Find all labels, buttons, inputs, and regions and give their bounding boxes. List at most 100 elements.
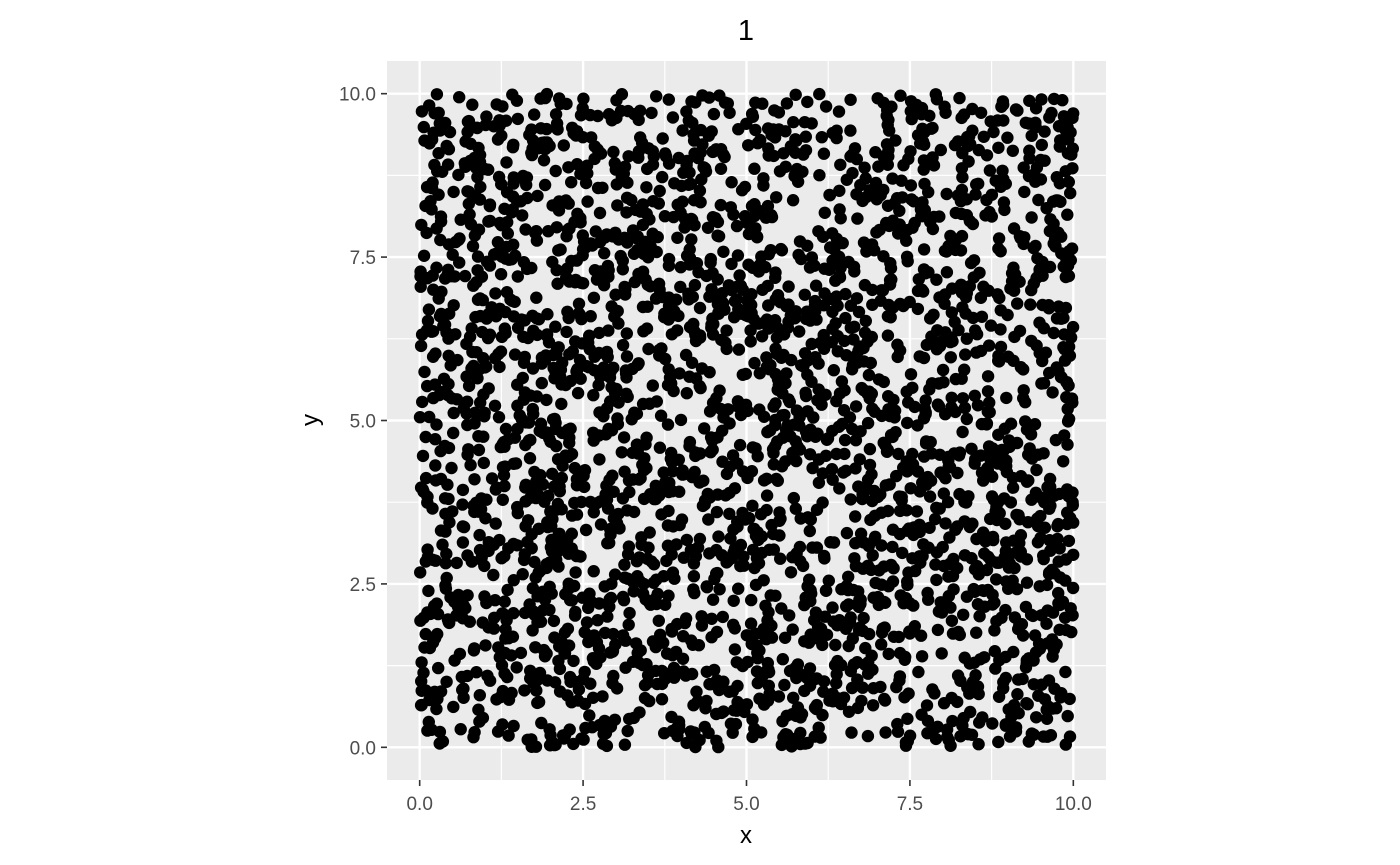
scatter-point [1000, 465, 1014, 479]
scatter-point [796, 559, 810, 573]
scatter-point [901, 578, 914, 592]
scatter-point [954, 195, 968, 208]
scatter-point [525, 670, 538, 683]
scatter-point [526, 309, 539, 322]
scatter-point [531, 590, 544, 603]
scatter-point [1020, 576, 1034, 589]
scatter-point [825, 292, 838, 306]
scatter-point [495, 129, 508, 142]
scatter-point [528, 555, 541, 569]
scatter-point [751, 652, 764, 665]
scatter-point [570, 479, 584, 492]
scatter-point [572, 297, 586, 310]
scatter-point [482, 382, 495, 395]
scatter-point [731, 249, 745, 262]
scatter-point [826, 424, 839, 438]
scatter-point [1067, 107, 1080, 120]
scatter-point [746, 499, 759, 512]
scatter-point [636, 397, 650, 411]
scatter-point [878, 694, 892, 707]
scatter-point [638, 452, 651, 465]
scatter-point [893, 504, 907, 518]
scatter-point [1052, 586, 1065, 600]
scatter-point [598, 247, 611, 260]
scatter-point [727, 618, 740, 631]
scatter-point [673, 485, 686, 498]
scatter-point [622, 618, 635, 631]
scatter-point [612, 396, 625, 409]
scatter-point [526, 362, 540, 375]
scatter-point [432, 292, 445, 305]
scatter-point [649, 492, 662, 506]
scatter-point [456, 520, 469, 533]
scatter-point [1047, 217, 1060, 230]
scatter-point [786, 194, 800, 207]
scatter-point [558, 647, 571, 660]
scatter-point [762, 606, 775, 619]
scatter-point [474, 396, 487, 409]
scatter-point [935, 647, 948, 660]
scatter-point [817, 685, 830, 698]
scatter-point [468, 417, 481, 430]
scatter-point [819, 584, 833, 597]
scatter-point [816, 230, 830, 243]
scatter-point [944, 351, 957, 364]
scatter-point [539, 349, 553, 362]
scatter-point [487, 622, 501, 635]
scatter-point [588, 350, 601, 363]
scatter-point [883, 273, 897, 287]
scatter-point [687, 570, 701, 583]
scatter-point [723, 460, 737, 474]
scatter-point [564, 374, 577, 388]
scatter-point [986, 717, 999, 730]
scatter-point [835, 375, 849, 388]
scatter-point [749, 96, 762, 109]
scatter-point [516, 568, 529, 581]
scatter-point [727, 594, 740, 607]
scatter-point [693, 184, 707, 197]
scatter-point [767, 446, 780, 460]
scatter-point [793, 410, 806, 424]
scatter-point [986, 470, 999, 483]
scatter-point [569, 605, 582, 619]
scatter-point [752, 557, 766, 570]
scatter-point [960, 590, 974, 603]
scatter-point [414, 566, 427, 579]
scatter-point [706, 434, 719, 447]
scatter-point [744, 335, 757, 348]
scatter-point [561, 689, 574, 702]
scatter-point [1061, 402, 1074, 416]
scatter-point [915, 127, 928, 141]
scatter-point [977, 130, 990, 143]
scatter-point [970, 626, 983, 639]
scatter-point [432, 147, 445, 160]
scatter-point [945, 306, 958, 319]
scatter-point [448, 654, 461, 667]
scatter-point [713, 89, 726, 102]
scatter-point [477, 456, 490, 470]
scatter-point [529, 571, 542, 584]
scatter-point [799, 389, 813, 403]
scatter-point [1035, 377, 1048, 390]
scatter-point [904, 95, 918, 108]
scatter-point [633, 656, 646, 670]
scatter-point [645, 555, 658, 568]
x-tick-label: 2.5 [570, 794, 596, 815]
scatter-point [625, 413, 638, 426]
scatter-point [826, 322, 839, 335]
scatter-point [1064, 331, 1078, 344]
scatter-point [695, 173, 708, 186]
scatter-point [1061, 438, 1074, 451]
scatter-point [476, 616, 489, 629]
scatter-point [608, 713, 622, 726]
scatter-point [746, 110, 760, 124]
scatter-point [779, 728, 792, 741]
scatter-point [705, 612, 718, 625]
scatter-point [901, 416, 914, 430]
scatter-point [840, 526, 854, 540]
scatter-point [955, 111, 968, 125]
scatter-point [619, 661, 632, 674]
scatter-point [1050, 171, 1064, 184]
scatter-point [1021, 448, 1035, 461]
scatter-point [940, 187, 953, 201]
